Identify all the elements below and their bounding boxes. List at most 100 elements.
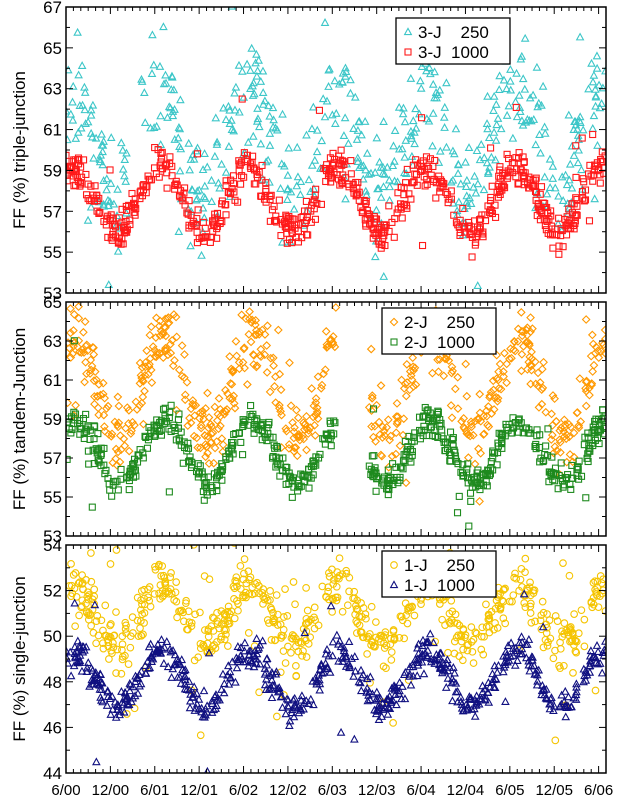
data-point [561, 170, 570, 179]
data-point [560, 420, 570, 430]
data-point [235, 364, 244, 374]
legend-label: 2-J 1000 [404, 333, 475, 352]
data-point [98, 697, 108, 706]
data-point [104, 280, 114, 288]
data-point [410, 363, 420, 373]
data-point [349, 594, 357, 603]
data-point [74, 156, 82, 164]
data-point [282, 694, 292, 703]
data-point [304, 426, 314, 435]
data-point [160, 314, 170, 324]
data-point [530, 357, 540, 367]
data-point [312, 147, 322, 156]
data-point [235, 167, 243, 175]
data-point [340, 113, 350, 122]
data-point [352, 605, 361, 613]
data-point [318, 668, 327, 677]
data-point [239, 344, 249, 354]
data-point [204, 625, 213, 633]
data-point [262, 674, 271, 683]
data-point [289, 446, 299, 456]
data-point [538, 622, 548, 631]
data-point [182, 377, 192, 387]
data-point [411, 170, 419, 178]
data-point [303, 606, 312, 615]
data-point [227, 379, 237, 389]
data-point [397, 375, 406, 385]
y-tick-label: 50 [43, 627, 62, 646]
data-point [520, 158, 528, 166]
data-point [131, 201, 139, 209]
data-point [327, 335, 336, 345]
data-point [140, 118, 150, 126]
data-point [320, 365, 330, 375]
data-point [335, 571, 344, 580]
data-point [145, 330, 155, 340]
data-point [325, 572, 334, 581]
data-point [75, 650, 85, 659]
data-point [302, 412, 311, 421]
data-point [302, 130, 311, 139]
data-point [381, 631, 389, 639]
data-point [113, 246, 123, 255]
data-point [351, 666, 360, 675]
data-point [572, 211, 580, 219]
data-point [492, 120, 501, 129]
data-point [109, 230, 117, 239]
data-point [269, 115, 278, 124]
data-point [349, 671, 358, 680]
data-point [551, 477, 559, 485]
data-point [418, 241, 427, 250]
data-point [537, 100, 546, 109]
data-point [589, 600, 598, 609]
data-point [571, 647, 580, 656]
data-point [110, 417, 120, 427]
data-point [333, 573, 342, 582]
data-point [181, 201, 189, 209]
data-point [215, 471, 223, 479]
data-point [192, 688, 202, 697]
data-point [92, 639, 100, 648]
data-point [378, 479, 386, 487]
data-point [418, 114, 426, 122]
data-point [463, 474, 472, 482]
data-point [363, 696, 373, 705]
data-point [470, 217, 479, 225]
data-point [450, 637, 459, 646]
y-tick-label: 63 [43, 332, 62, 351]
data-point [224, 602, 233, 611]
data-point [331, 119, 340, 127]
data-point [365, 211, 373, 219]
data-point [527, 652, 537, 661]
data-point [426, 155, 435, 163]
data-point [417, 62, 427, 70]
data-point [557, 459, 565, 467]
series-triangle-2 [66, 575, 606, 773]
data-point [337, 146, 345, 154]
data-point [209, 705, 219, 714]
data-point [365, 630, 374, 638]
data-point [391, 449, 401, 459]
y-tick-label: 65 [43, 293, 62, 312]
data-point [548, 391, 558, 400]
data-point [413, 658, 423, 666]
data-point [138, 600, 146, 609]
data-point [221, 115, 231, 124]
data-point [468, 430, 478, 440]
data-point [328, 332, 338, 341]
data-point [587, 58, 596, 67]
data-point [185, 457, 194, 465]
data-point [560, 661, 568, 670]
data-point [278, 702, 287, 711]
data-point [90, 367, 100, 377]
data-point [221, 619, 229, 627]
data-point [426, 409, 434, 417]
data-point [517, 632, 526, 641]
data-point [567, 224, 575, 232]
data-point [356, 686, 366, 695]
data-point [531, 442, 539, 450]
data-point [304, 699, 313, 707]
data-point [285, 472, 294, 480]
data-point [284, 642, 292, 651]
data-point [146, 602, 155, 611]
